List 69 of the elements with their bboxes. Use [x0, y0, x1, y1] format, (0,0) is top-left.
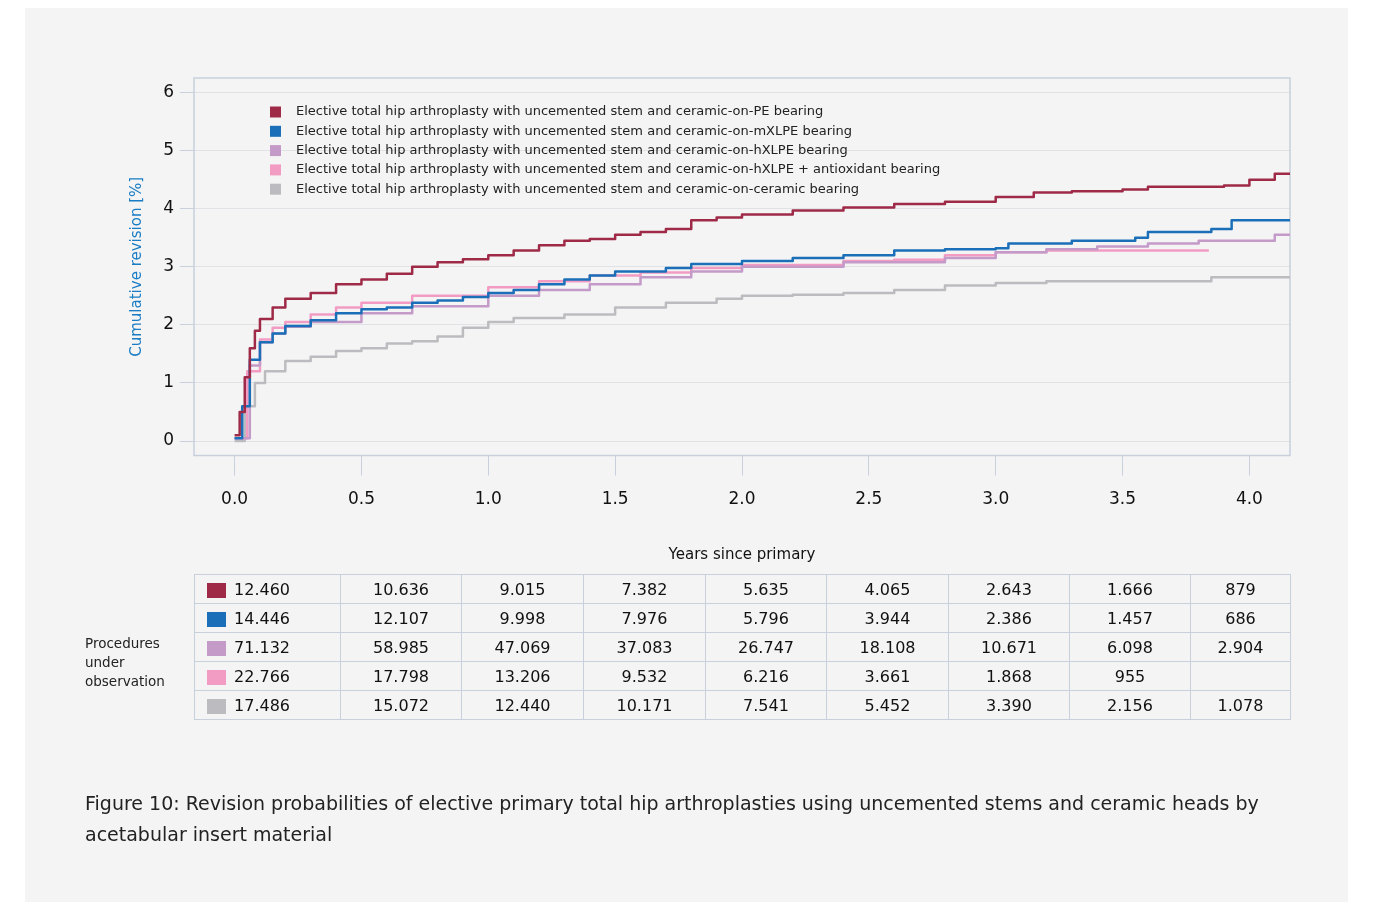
- text: 955: [1114, 666, 1146, 686]
- legend-label: Elective total hip arthroplasty with uncemented stem and ceramic-on-PE bearing: [296, 103, 824, 119]
- text: 15.072: [373, 695, 429, 715]
- legend-label: Elective total hip arthroplasty with uncemented stem and ceramic-on-hXLPE bearing: [296, 141, 848, 157]
- text: 879: [1225, 579, 1256, 599]
- text: 12.440: [494, 695, 551, 715]
- x-tick-label: 0.5: [347, 488, 375, 509]
- x-tick-label: 3.5: [1109, 488, 1137, 509]
- x-tick-label: 2.0: [728, 488, 756, 509]
- x-axis-title: Years since primary: [667, 544, 816, 563]
- text: 13.206: [494, 666, 551, 686]
- text: 10.636: [373, 579, 429, 599]
- text: 7.976: [621, 608, 668, 628]
- x-tick-label: 2.5: [855, 488, 883, 509]
- text: 71.132: [234, 637, 291, 657]
- text: 18.108: [859, 637, 916, 657]
- text: 12.460: [234, 579, 291, 599]
- x-tick-label: 4.0: [1235, 488, 1263, 509]
- y-tick-label: 3: [163, 255, 174, 276]
- text: 4.065: [864, 579, 911, 599]
- y-tick-label: 0: [163, 429, 174, 450]
- y-tick-label: 5: [163, 139, 174, 160]
- text: 10.171: [616, 695, 673, 715]
- x-tick-label: 3.0: [982, 488, 1010, 509]
- text: 7.541: [743, 695, 789, 715]
- text: 37.083: [616, 637, 673, 657]
- text: 17.486: [234, 695, 291, 715]
- text: 1.868: [986, 666, 1032, 686]
- text: 9.015: [499, 579, 546, 599]
- text: 5.796: [743, 608, 789, 628]
- text: 10.671: [981, 637, 1037, 657]
- text: 6.098: [1107, 637, 1153, 657]
- text: 26.747: [738, 637, 794, 657]
- y-tick-label: 6: [163, 80, 174, 101]
- legend-label: Elective total hip arthroplasty with uncemented stem and ceramic-on-mXLPE bearing: [296, 122, 853, 138]
- y-tick-label: 4: [163, 197, 174, 218]
- text: 5.635: [743, 579, 789, 599]
- y-axis-title: Cumulative revision [%]: [126, 176, 145, 357]
- text: 47.069: [494, 637, 551, 657]
- text: 2.386: [986, 608, 1032, 628]
- text: 9.998: [499, 608, 546, 628]
- legend-label: Elective total hip arthroplasty with uncemented stem and ceramic-on-ceramic bearing: [296, 180, 860, 196]
- text: 7.382: [621, 579, 668, 599]
- x-tick-label: 1.5: [601, 488, 629, 509]
- y-tick-label: 1: [163, 371, 174, 392]
- text: 22.766: [234, 666, 291, 686]
- text: 1.078: [1217, 695, 1264, 715]
- x-tick-label: 0.0: [221, 488, 249, 509]
- text: 686: [1225, 608, 1256, 628]
- text: 58.985: [373, 637, 429, 657]
- text: 12.107: [373, 608, 429, 628]
- text: Procedures under observation: [85, 634, 166, 691]
- text: 3.661: [864, 666, 911, 686]
- text: 2.156: [1107, 695, 1153, 715]
- text: 1.666: [1107, 579, 1153, 599]
- legend-label: Elective total hip arthroplasty with uncemented stem and ceramic-on-hXLPE + antioxidant bearing: [296, 161, 941, 177]
- text: 14.446: [234, 608, 291, 628]
- text: 2.643: [986, 579, 1032, 599]
- text: 17.798: [373, 666, 429, 686]
- text: 5.452: [864, 695, 911, 715]
- text: 3.944: [864, 608, 911, 628]
- text: Figure 10: Revision probabilities of elective primary total hip arthroplasties using uncemented stems and ceramic heads by acetabular insert material: [85, 791, 1260, 847]
- text: 6.216: [743, 666, 789, 686]
- text: 9.532: [621, 666, 668, 686]
- text: 3.390: [986, 695, 1032, 715]
- x-tick-label: 1.0: [474, 488, 502, 509]
- text: 1.457: [1107, 608, 1153, 628]
- text: 2.904: [1217, 637, 1264, 657]
- y-tick-label: 2: [163, 313, 174, 334]
